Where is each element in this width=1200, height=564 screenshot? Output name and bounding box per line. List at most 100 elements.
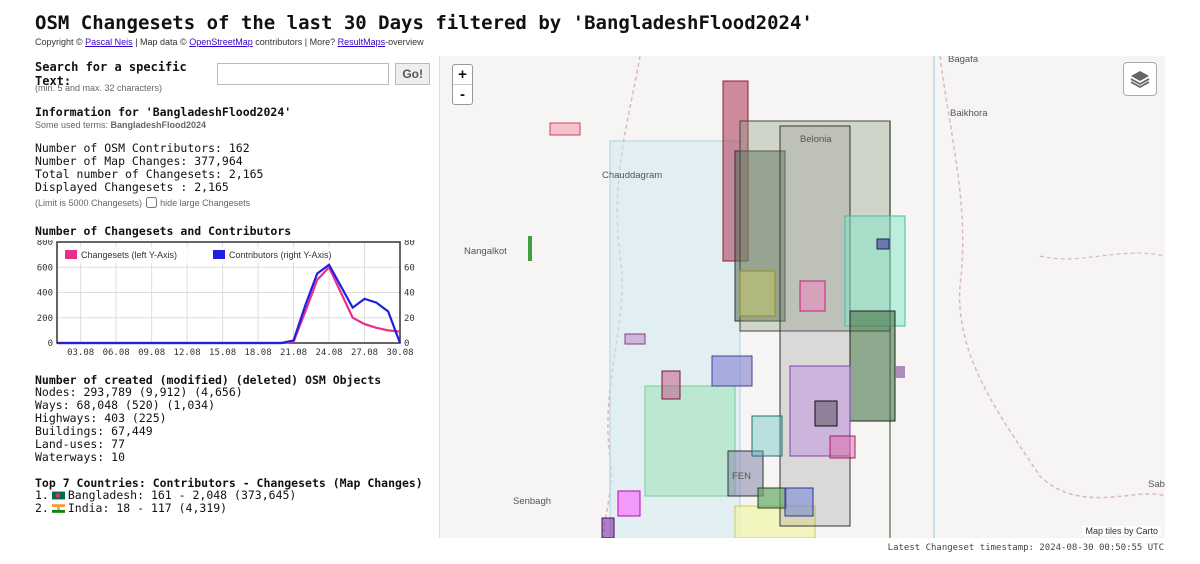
x-tick-label: 21.08: [280, 348, 307, 358]
country-text: India: 18 - 117 (4,319): [67, 501, 228, 515]
changeset-box: [734, 150, 786, 322]
y-tick-right: 40: [404, 289, 415, 299]
buildings-stat: Buildings: 67,449: [35, 424, 153, 438]
resultmaps-link[interactable]: ResultMaps: [337, 37, 386, 47]
limit-row: (Limit is 5000 Changesets) hide large Ch…: [35, 197, 250, 208]
changeset-box: [727, 450, 764, 497]
total-changesets: Total number of Changesets: 2,165: [35, 167, 264, 181]
objects-header: Number of created (modified) (deleted) O…: [35, 373, 382, 387]
border-line: [939, 56, 1165, 499]
layers-icon: [1130, 71, 1150, 89]
x-tick-label: 09.08: [138, 348, 165, 358]
changeset-box: [644, 385, 736, 497]
changeset-map[interactable]: Bagafa Baikhora Chauddagram Nangalkot Se…: [439, 56, 1165, 538]
changeset-box: [661, 370, 681, 400]
changeset-box: [814, 400, 838, 427]
legend-label: Changesets (left Y-Axis): [81, 250, 177, 260]
limit-note: (Limit is 5000 Changesets): [35, 197, 143, 208]
zoom-out-button[interactable]: -: [453, 84, 472, 104]
map-canvas: [528, 56, 1165, 538]
map-attribution[interactable]: Map tiles by Carto: [1082, 526, 1161, 536]
osm-link[interactable]: OpenStreetMap: [189, 37, 253, 47]
country-item: 2. India: 18 - 117 (4,319): [35, 502, 227, 515]
legend-label: Contributors (right Y-Axis): [229, 250, 332, 260]
copyright-suffix: -overview: [385, 37, 424, 47]
used-terms-prefix: Some used terms:: [35, 120, 111, 130]
chart-header: Number of Changesets and Contributors: [35, 224, 292, 238]
chart-svg: 0 0 200 20 400 40 600 60 800 80 03.08 06.08 09.08 12.…: [37, 238, 415, 358]
displayed-changesets: Displayed Changesets : 2,165: [35, 180, 229, 194]
nodes-stat: Nodes: 293,789 (9,912) (4,656): [35, 385, 243, 399]
changesets-chart: 0 0 200 20 400 40 600 60 800 80 03.08 06.08 09.08 12.…: [35, 238, 430, 365]
page-title: OSM Changesets of the last 30 Days filte…: [35, 12, 813, 34]
changeset-box: [844, 215, 906, 327]
x-tick-label: 30.08: [386, 348, 413, 358]
x-tick-label: 24.08: [315, 348, 342, 358]
landuses-stat: Land-uses: 77: [35, 437, 126, 451]
info-panel: Search for a specific Text: Go! (min. 5 …: [35, 56, 430, 526]
copyright-line: Copyright © Pascal Neis | Map data © Ope…: [35, 37, 424, 47]
changeset-box: [849, 310, 896, 422]
changeset-box: [601, 517, 615, 538]
info-header: Information for 'BangladeshFlood2024': [35, 105, 292, 119]
changeset-box: [751, 415, 783, 457]
go-button[interactable]: Go!: [395, 63, 430, 85]
author-link[interactable]: Pascal Neis: [85, 37, 133, 47]
x-tick-label: 06.08: [103, 348, 130, 358]
place-label: Sab: [1148, 479, 1165, 490]
place-label: FEN: [732, 471, 751, 482]
changeset-box: [779, 125, 851, 527]
countries-header: Top 7 Countries: Contributors - Changese…: [35, 476, 423, 490]
latest-timestamp: Latest Changeset timestamp: 2024-08-30 0…: [887, 543, 1164, 553]
layers-button[interactable]: [1123, 62, 1157, 96]
country-item: 1. Bangladesh: 161 - 2,048 (373,645): [35, 489, 296, 502]
x-tick-label: 03.08: [67, 348, 94, 358]
y-tick-left: 0: [48, 339, 53, 349]
x-tick-label: 12.08: [174, 348, 201, 358]
map-changes-count: Number of Map Changes: 377,964: [35, 154, 243, 168]
y-tick-right: 20: [404, 314, 415, 324]
zoom-in-button[interactable]: +: [458, 66, 467, 83]
border-line: [1039, 252, 1165, 260]
legend-box: [59, 247, 349, 263]
ways-stat: Ways: 68,048 (520) (1,034): [35, 398, 216, 412]
y-tick-left: 800: [37, 240, 53, 248]
copyright-prefix: Copyright ©: [35, 37, 86, 47]
changeset-box: [711, 355, 753, 387]
changeset-box: [624, 333, 646, 345]
waterways-stat: Waterways: 10: [35, 450, 126, 464]
country-rank: 2.: [35, 501, 49, 515]
y-tick-left: 600: [37, 263, 53, 273]
changeset-box: [895, 366, 905, 378]
place-label: Belonia: [800, 134, 832, 145]
changesets-line: [57, 265, 401, 345]
y-tick-left: 200: [37, 314, 53, 324]
country-rank: 1.: [35, 488, 49, 502]
used-terms-value: BangladeshFlood2024: [110, 120, 207, 130]
y-tick-right: 60: [404, 263, 415, 273]
changeset-box: [876, 238, 890, 250]
changeset-box: [829, 435, 856, 459]
changeset-box: [799, 280, 826, 312]
zoom-control: + -: [452, 64, 473, 105]
country-text: Bangladesh: 161 - 2,048 (373,645): [67, 488, 297, 502]
copyright-mid2: contributors | More?: [252, 37, 338, 47]
changeset-box: [617, 490, 641, 517]
legend-swatch: [65, 250, 77, 259]
changeset-box: [549, 122, 581, 136]
contributors-line: [57, 263, 402, 345]
place-label: Senbagh: [513, 496, 552, 507]
contributors-count: Number of OSM Contributors: 162: [35, 141, 250, 155]
search-input[interactable]: [217, 63, 390, 85]
place-label: Nangalkot: [464, 246, 507, 257]
x-tick-label: 18.08: [245, 348, 272, 358]
place-label: Bagafa: [948, 56, 979, 65]
y-tick-right: 80: [404, 240, 415, 248]
hide-large-checkbox[interactable]: [146, 197, 158, 208]
highways-stat: Highways: 403 (225): [35, 411, 167, 425]
changeset-box: [528, 236, 532, 261]
place-label: Baikhora: [950, 108, 988, 119]
changeset-box: [789, 365, 851, 457]
x-tick-label: 15.08: [209, 348, 236, 358]
used-terms: Some used terms: BangladeshFlood2024: [35, 120, 206, 130]
